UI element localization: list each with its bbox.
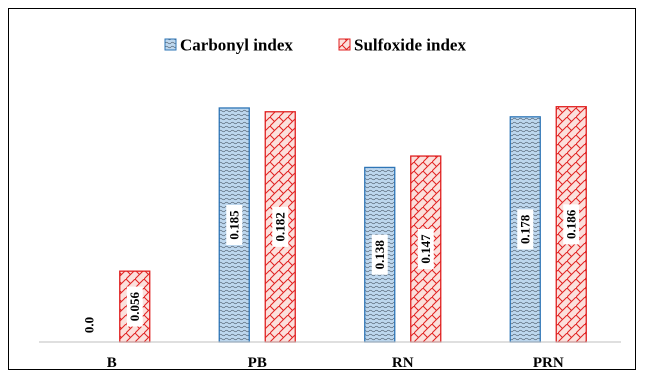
x-tick-labels: B PB RN PRN bbox=[107, 355, 564, 371]
legend-label: Carbonyl index bbox=[180, 36, 293, 55]
data-label-background bbox=[272, 206, 289, 247]
data-label: 0.185 bbox=[227, 210, 242, 240]
data-label-background bbox=[226, 204, 243, 245]
legend-swatch bbox=[164, 38, 177, 51]
data-label: 0.147 bbox=[418, 234, 433, 264]
legend-label: Sulfoxide index bbox=[354, 36, 466, 55]
bar-chart: Carbonyl index Sulfoxide index 0.00.0560.… bbox=[39, 36, 621, 371]
legend-swatch bbox=[338, 38, 351, 51]
bars-group: 0.0 0.056 0.185 0.182 0.138 0.147 0.178 0.186 bbox=[81, 106, 587, 343]
chart-frame: Carbonyl index Sulfoxide index 0.0 0.056 0.… bbox=[8, 8, 636, 371]
data-label-background bbox=[126, 286, 143, 327]
data-label: 0.138 bbox=[372, 240, 387, 270]
data-label: 0.178 bbox=[518, 214, 533, 244]
x-tick-label: B bbox=[107, 355, 117, 371]
data-label: 0.182 bbox=[273, 212, 288, 241]
x-tick-label: PRN bbox=[533, 355, 564, 371]
data-label-background bbox=[417, 229, 434, 270]
data-label: 0.056 bbox=[127, 291, 142, 321]
x-tick-label: RN bbox=[392, 355, 414, 371]
data-label-background bbox=[371, 234, 388, 275]
x-tick-label: PB bbox=[248, 355, 267, 371]
chart-legend: Carbonyl index Sulfoxide index bbox=[164, 36, 466, 55]
data-label: 0.0 bbox=[81, 317, 96, 333]
data-label: 0.186 bbox=[564, 209, 579, 239]
data-label-background bbox=[517, 209, 534, 250]
data-label-background bbox=[563, 204, 580, 245]
